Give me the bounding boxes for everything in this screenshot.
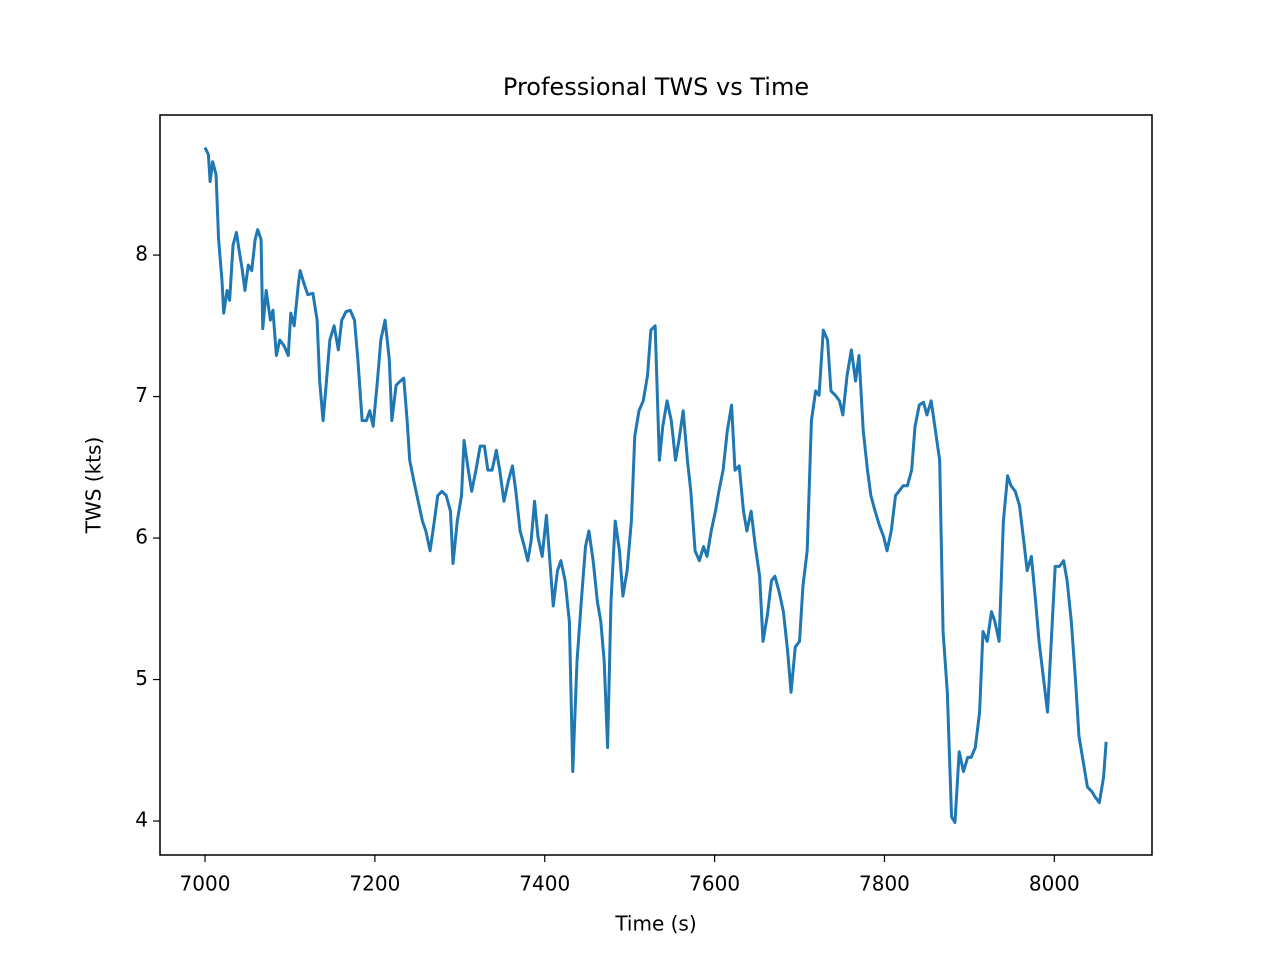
x-axis-label: Time (s): [614, 912, 696, 936]
x-tick-label: 7000: [180, 872, 231, 896]
x-tick-label: 7800: [859, 872, 910, 896]
x-tick-label: 8000: [1029, 872, 1080, 896]
y-tick-label: 7: [135, 383, 148, 407]
x-tick-label: 7400: [519, 872, 570, 896]
y-tick-label: 4: [135, 808, 148, 832]
x-tick-label: 7200: [349, 872, 400, 896]
y-tick-label: 8: [135, 242, 148, 266]
chart-title: Professional TWS vs Time: [503, 73, 809, 101]
x-tick-label: 7600: [689, 872, 740, 896]
plot-frame: [159, 114, 1153, 856]
y-tick-label: 5: [135, 666, 148, 690]
y-axis-label: TWS (kts): [82, 437, 106, 535]
data-line: [203, 146, 1108, 824]
y-tick-label: 6: [135, 525, 148, 549]
